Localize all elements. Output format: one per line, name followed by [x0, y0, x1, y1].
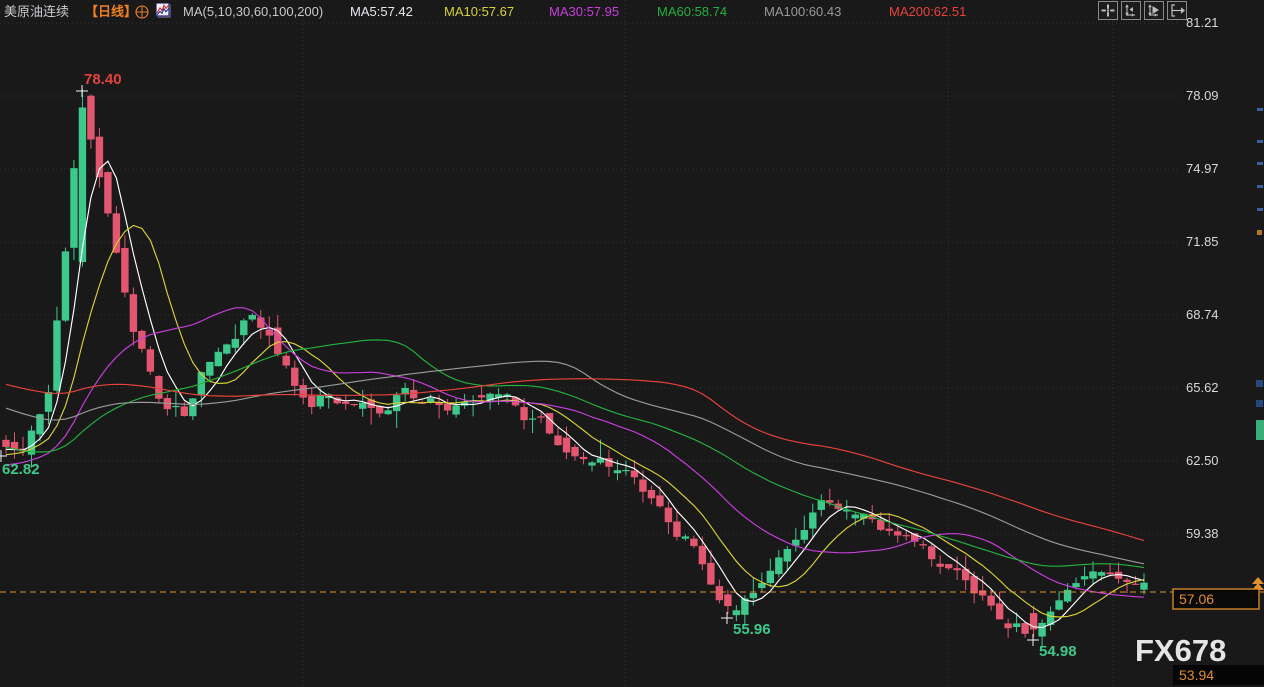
svg-text:55.96: 55.96	[733, 621, 771, 638]
svg-text:65.62: 65.62	[1186, 380, 1219, 395]
svg-text:53.94: 53.94	[1179, 667, 1214, 683]
svg-text:78.09: 78.09	[1186, 88, 1219, 103]
svg-text:74.97: 74.97	[1186, 161, 1219, 176]
svg-text:59.38: 59.38	[1186, 526, 1219, 541]
svg-text:71.85: 71.85	[1186, 234, 1219, 249]
svg-text:81.21: 81.21	[1186, 15, 1219, 30]
svg-text:54.98: 54.98	[1039, 643, 1077, 660]
svg-text:62.50: 62.50	[1186, 453, 1219, 468]
svg-text:57.06: 57.06	[1179, 591, 1214, 607]
svg-text:78.40: 78.40	[84, 71, 122, 88]
svg-text:68.74: 68.74	[1186, 307, 1219, 322]
svg-text:62.82: 62.82	[2, 461, 40, 478]
svg-text:FX678: FX678	[1135, 633, 1226, 668]
